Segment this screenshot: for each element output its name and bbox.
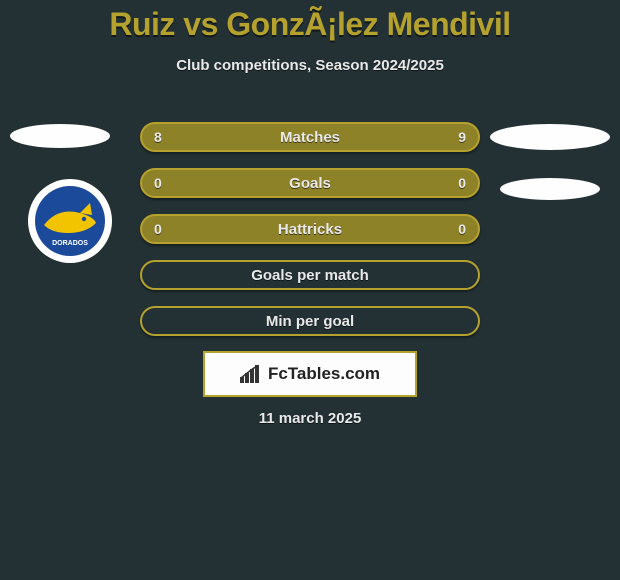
decor-ellipse-left (10, 124, 110, 148)
stat-bar: Matches 8 9 (140, 122, 480, 152)
brand-text: FcTables.com (268, 364, 380, 384)
stat-bar: Hattricks 0 0 (140, 214, 480, 244)
stat-value-left: 8 (154, 129, 162, 145)
stat-bars: Matches 8 9 Goals 0 0 Hattricks 0 0 Goals per mat… (140, 122, 480, 352)
page-title: Ruiz vs GonzÃ¡lez Mendivil (0, 0, 620, 43)
stat-label: Min per goal (266, 313, 354, 330)
stat-value-left: 0 (154, 221, 162, 237)
stat-bar: Goals per match (140, 260, 480, 290)
decor-ellipse-right-2 (500, 178, 600, 200)
brand-box: FcTables.com (203, 351, 417, 397)
stat-label: Matches (280, 129, 340, 146)
club-logo: DORADOS (28, 179, 112, 263)
stat-bar: Goals 0 0 (140, 168, 480, 198)
date-text: 11 march 2025 (0, 410, 620, 427)
bars-icon (240, 365, 262, 383)
stat-value-right: 0 (458, 175, 466, 191)
stat-bar: Min per goal (140, 306, 480, 336)
stat-value-left: 0 (154, 175, 162, 191)
club-logo-label: DORADOS (52, 240, 88, 247)
stat-label: Goals per match (251, 267, 369, 284)
dorados-icon: DORADOS (28, 179, 112, 263)
stat-label: Hattricks (278, 221, 342, 238)
stat-value-right: 0 (458, 221, 466, 237)
decor-ellipse-right-1 (490, 124, 610, 150)
subtitle: Club competitions, Season 2024/2025 (0, 57, 620, 74)
stat-label: Goals (289, 175, 331, 192)
stat-value-right: 9 (458, 129, 466, 145)
